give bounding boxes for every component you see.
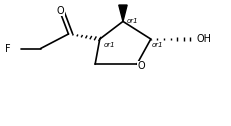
Text: O: O bbox=[137, 61, 144, 71]
Text: O: O bbox=[56, 6, 64, 16]
Text: OH: OH bbox=[195, 34, 210, 44]
Text: F: F bbox=[5, 43, 11, 54]
Text: or1: or1 bbox=[103, 42, 114, 48]
Polygon shape bbox=[118, 5, 127, 21]
Text: or1: or1 bbox=[151, 42, 163, 48]
Text: or1: or1 bbox=[126, 18, 138, 24]
